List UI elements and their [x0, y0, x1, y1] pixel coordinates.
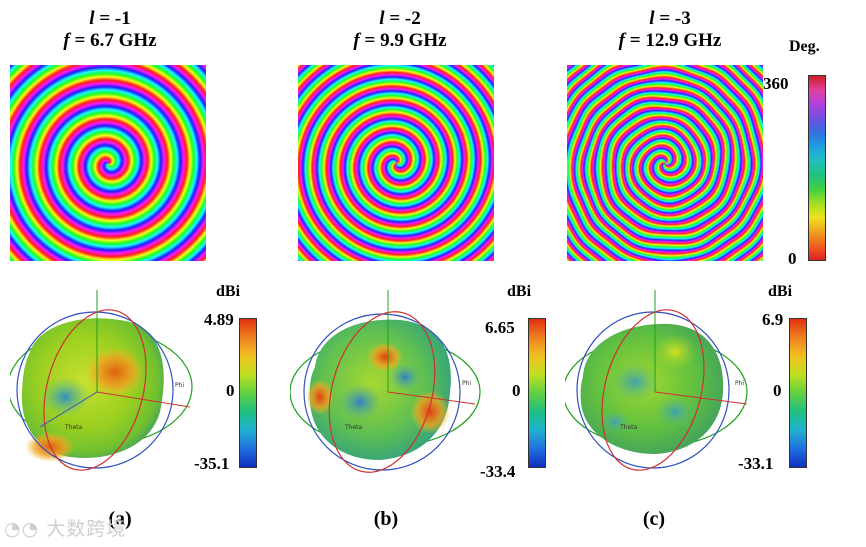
sublabel-c: (c) [642, 508, 666, 530]
phase-colorbar-min: 0 [788, 249, 797, 268]
watermark-icon: ◔◔ [4, 518, 47, 540]
gain-colorbar-a [239, 318, 257, 468]
gain-max-a: 4.89 [204, 310, 234, 329]
sublabel-b: (b) [373, 508, 399, 530]
svg-text:Theta: Theta [619, 424, 638, 431]
gain-max-c: 6.9 [762, 310, 784, 329]
phase-spiral-l-1 [10, 65, 206, 261]
gain-unit-c: dBi [768, 283, 793, 300]
svg-text:Theta: Theta [64, 424, 83, 431]
title-panel-a: l = -1 f = 6.7 GHz [63, 8, 157, 51]
gain-unit-a: dBi [216, 283, 241, 300]
svg-text:Phi: Phi [735, 380, 744, 387]
gain-zero-a: 0 [226, 381, 235, 400]
svg-text:Theta: Theta [344, 424, 363, 431]
phase-spiral-l-2 [298, 65, 494, 261]
gain-min-a: -35.1 [194, 454, 230, 473]
gain-pattern-3d-a: Phi Theta [10, 290, 193, 471]
svg-text:Phi: Phi [462, 380, 471, 387]
svg-text:Phi: Phi [175, 382, 184, 389]
phase-colorbar-unit: Deg. [789, 38, 820, 55]
watermark: ◔◔ 大数跨境 [4, 518, 127, 540]
phase-spiral-l-3 [567, 65, 763, 261]
phase-colorbar [808, 75, 826, 261]
gain-pattern-3d-b: Phi Theta [290, 290, 481, 473]
gain-min-c: -33.1 [738, 454, 774, 473]
gain-colorbar-c [789, 318, 807, 468]
title-panel-c: l = -3 f = 12.9 GHz [618, 8, 722, 51]
gain-min-b: -33.4 [480, 462, 516, 481]
title-panel-b: l = -2 f = 9.9 GHz [353, 8, 447, 51]
phase-colorbar-max: 360 [763, 74, 789, 93]
gain-colorbar-b [528, 318, 546, 468]
gain-zero-c: 0 [773, 381, 782, 400]
gain-zero-b: 0 [512, 381, 521, 400]
gain-unit-b: dBi [507, 283, 532, 300]
sublabel-a: (a) [108, 508, 132, 530]
gain-pattern-3d-c: Phi Theta [565, 290, 748, 471]
gain-max-b: 6.65 [485, 318, 515, 337]
